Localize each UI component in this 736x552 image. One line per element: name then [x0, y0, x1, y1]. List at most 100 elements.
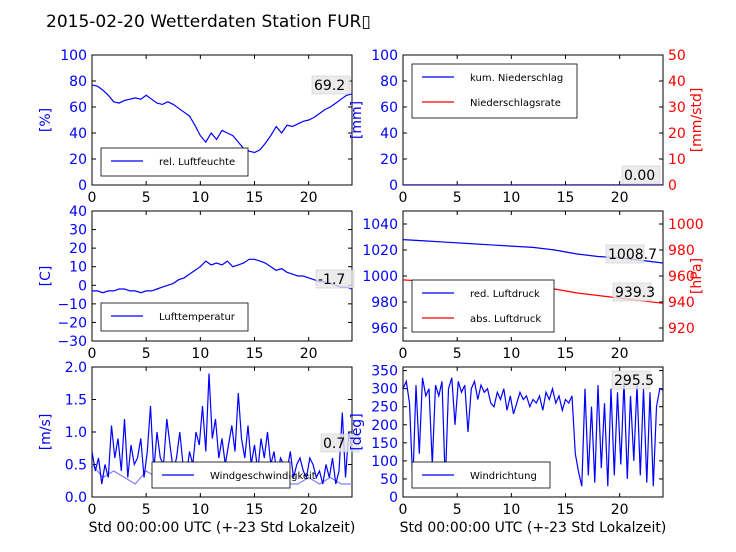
y-axis-label: [mm] — [349, 101, 365, 139]
y-axis-label: [%] — [38, 108, 54, 132]
y-tick-label: 100 — [371, 454, 398, 470]
y-tick-label: 1000 — [362, 269, 398, 285]
series-line — [92, 373, 352, 485]
y-tick-label: 0.0 — [65, 490, 87, 506]
legend-label: red. Luftdruck — [470, 289, 540, 300]
value-annotation: 295.5 — [614, 373, 654, 389]
x-tick-label: 10 — [191, 346, 209, 362]
y-tick-label: 0.5 — [65, 458, 87, 474]
x-tick-label: 5 — [453, 346, 462, 362]
legend: Lufttemperatur — [100, 302, 249, 332]
x-tick-label: 0 — [399, 346, 408, 362]
y-tick-label: 20 — [380, 152, 398, 168]
annotation-box — [605, 244, 645, 264]
y-tick-label: 100 — [371, 48, 398, 64]
chart-panel-pressure: 0 5 10 15 20 960 980 1000 1020 1040 920 940 960 980 10… — [362, 210, 705, 362]
y-tick-label: −30 — [57, 334, 87, 350]
y-tick-label: 980 — [371, 295, 398, 311]
legend: kum. Niederschlag Niederschlagsrate — [411, 63, 578, 119]
y-tick-label-right: 920 — [668, 321, 695, 337]
y-tick-label: 100 — [60, 48, 87, 64]
x-tick-label: 15 — [557, 346, 575, 362]
x-tick-label: 0 — [399, 502, 408, 518]
x-tick-label: 0 — [88, 502, 97, 518]
y-tick-label: 250 — [371, 400, 398, 416]
y-tick-label: 960 — [371, 321, 398, 337]
y-tick-label: 60 — [380, 100, 398, 116]
legend: Windgeschwindigkeit — [151, 461, 316, 489]
y-tick-label: −20 — [57, 315, 87, 331]
legend-label: Windrichtung — [470, 471, 537, 482]
x-tick-label: 5 — [453, 190, 462, 206]
y-tick-label: 80 — [380, 74, 398, 90]
x-tick-label: 5 — [142, 346, 151, 362]
x-tick-label: 15 — [246, 190, 264, 206]
value-annotation: 1008.7 — [608, 247, 657, 263]
y-tick-label-right: 940 — [668, 295, 695, 311]
y-tick-label: 1020 — [362, 243, 398, 259]
series-line — [403, 377, 663, 487]
annotation-box — [315, 269, 355, 289]
x-tick-label: 20 — [611, 190, 629, 206]
x-tick-label: 10 — [191, 190, 209, 206]
y-tick-label: −10 — [57, 297, 87, 313]
y-tick-label-right: 30 — [668, 100, 686, 116]
y-tick-label: 50 — [380, 472, 398, 488]
x-tick-label: 10 — [191, 502, 209, 518]
y-tick-label: 60 — [69, 100, 87, 116]
legend: red. Luftdruck abs. Luftdruck — [411, 279, 555, 333]
y-tick-label: 200 — [371, 418, 398, 434]
legend-label: kum. Niederschlag — [470, 73, 563, 84]
x-tick-label: 5 — [142, 190, 151, 206]
legend-box — [411, 63, 578, 119]
y-tick-label: 150 — [371, 436, 398, 452]
series-group — [92, 258, 352, 294]
y-tick-label: 20 — [69, 241, 87, 257]
y-tick-label: 1.5 — [65, 393, 87, 409]
x-tick-label: 5 — [453, 502, 462, 518]
legend-box — [100, 302, 249, 332]
y-tick-label: 0 — [389, 490, 398, 506]
y-tick-label: 10 — [69, 260, 87, 276]
legend-box — [411, 279, 555, 333]
legend: rel. Luftfeuchte — [100, 147, 249, 177]
x-tick-label: 15 — [557, 502, 575, 518]
y-tick-label: 30 — [69, 223, 87, 239]
chart-panel-wind_speed: 0 5 10 15 20 0.0 0.5 1.0 1.5 2.0 [m/s] Std 00:00:00… — [38, 360, 360, 536]
x-tick-label: 20 — [300, 502, 318, 518]
x-tick-label: 0 — [399, 190, 408, 206]
series-group — [92, 84, 352, 154]
legend-label: Lufttemperatur — [159, 312, 236, 323]
chart-panel-humidity: 0 5 10 15 20 0 20 40 60 80 100 [%] rel. Luftfeuchte 6… — [38, 48, 353, 206]
legend-box — [100, 147, 249, 177]
y-tick-label-right: 20 — [668, 126, 686, 142]
x-tick-label: 20 — [300, 190, 318, 206]
y-tick-label: 2.0 — [65, 360, 87, 376]
y-tick-label: 20 — [69, 152, 87, 168]
series-line — [92, 84, 352, 154]
y-tick-label: 1.0 — [65, 425, 87, 441]
x-axis-label: Std 00:00:00 UTC (+-23 Std Lokalzeit) — [89, 520, 356, 536]
annotation-box — [311, 75, 351, 95]
series-line — [92, 258, 352, 294]
y-tick-label: 0 — [78, 178, 87, 194]
y-tick-label: 350 — [371, 364, 398, 380]
y-tick-label: 0 — [78, 278, 87, 294]
x-tick-label: 15 — [557, 190, 575, 206]
x-tick-label: 0 — [88, 346, 97, 362]
y-tick-label: 40 — [69, 126, 87, 142]
y-axis-label: [m/s] — [38, 414, 54, 451]
annotation-box — [621, 165, 661, 185]
x-tick-label: 20 — [300, 346, 318, 362]
legend-label: Niederschlagsrate — [470, 98, 561, 109]
legend-label: abs. Luftdruck — [470, 314, 541, 325]
x-tick-label: 10 — [502, 190, 520, 206]
y-tick-label-right: 980 — [668, 243, 695, 259]
value-annotation: 69.2 — [314, 78, 345, 94]
x-tick-label: 20 — [611, 346, 629, 362]
y-tick-label: 0 — [389, 178, 398, 194]
chart-panel-temperature: 0 5 10 15 20 −30 −20 −10 0 10 20 30 40 [C] Lufttempera… — [38, 204, 355, 362]
y-axis-label: [C] — [38, 266, 54, 287]
